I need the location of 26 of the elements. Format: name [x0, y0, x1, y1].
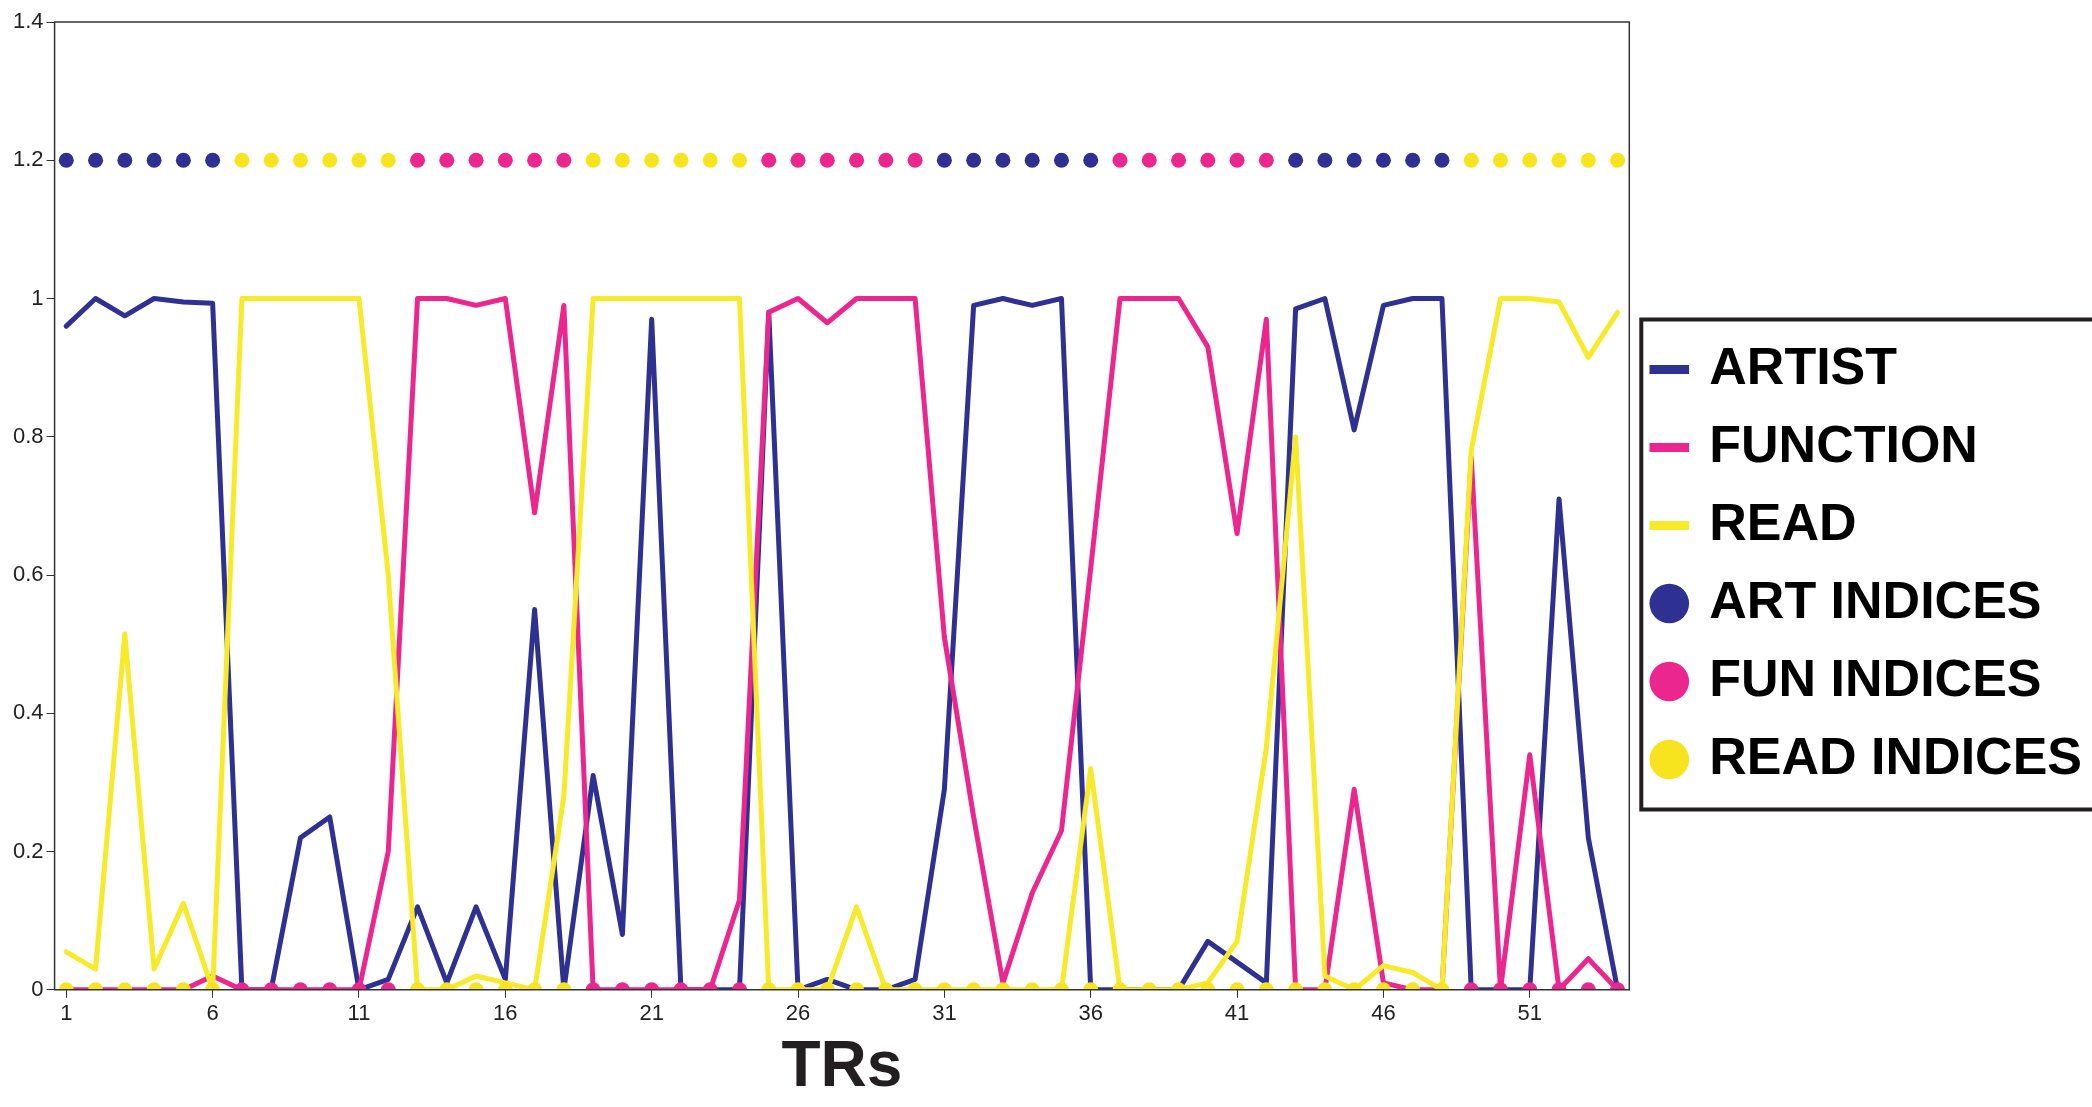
x-tick-label: 6: [206, 1000, 219, 1026]
x-tick-label: 41: [1224, 1000, 1250, 1026]
y-tick-label: 0.8: [12, 422, 44, 448]
x-tick-label: 26: [785, 1000, 811, 1026]
legend-label: FUN INDICES: [1709, 648, 2042, 707]
x-tick-label: 16: [493, 1000, 518, 1026]
y-tick-label: 1.2: [12, 146, 44, 172]
x-tick-label: 31: [932, 1000, 957, 1026]
y-tick-label: 1: [31, 284, 44, 310]
legend-label: READ: [1709, 492, 1857, 551]
y-tick-label: 0.4: [12, 699, 44, 725]
legend-label: ARTIST: [1709, 336, 1898, 395]
y-tick-label: 0: [31, 975, 44, 1001]
x-axis-title: TRs: [781, 1028, 903, 1101]
y-tick-label: 1.4: [12, 8, 44, 34]
x-tick-label: 36: [1078, 1000, 1103, 1026]
x-tick-label: 21: [639, 1000, 664, 1026]
x-tick-label: 1: [60, 1000, 73, 1026]
legend-label: FUNCTION: [1709, 414, 1978, 473]
legend-label: ART INDICES: [1709, 570, 2042, 629]
y-tick-label: 0.2: [12, 837, 44, 863]
x-tick-label: 11: [347, 1000, 371, 1026]
x-tick-label: 51: [1517, 1000, 1543, 1026]
legend-label: READ INDICES: [1709, 726, 2083, 785]
y-tick-label: 0.6: [12, 561, 44, 587]
x-tick-label: 46: [1371, 1000, 1396, 1026]
